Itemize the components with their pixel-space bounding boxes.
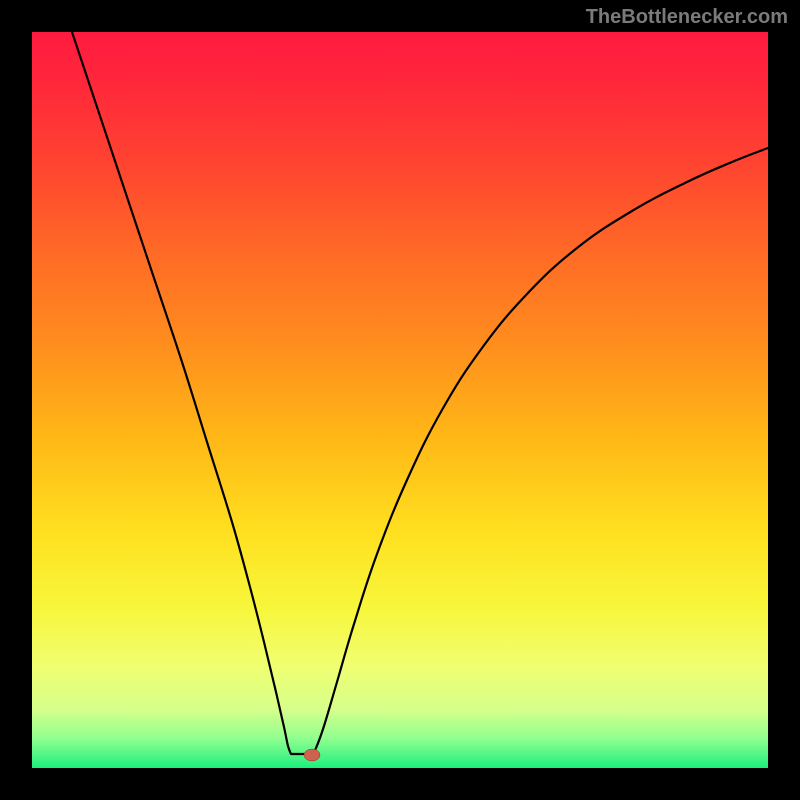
plot-svg xyxy=(32,32,768,768)
gradient-background xyxy=(32,32,768,768)
chart-area xyxy=(32,32,768,768)
watermark-text: TheBottlenecker.com xyxy=(586,6,788,29)
optimum-marker xyxy=(304,749,320,761)
